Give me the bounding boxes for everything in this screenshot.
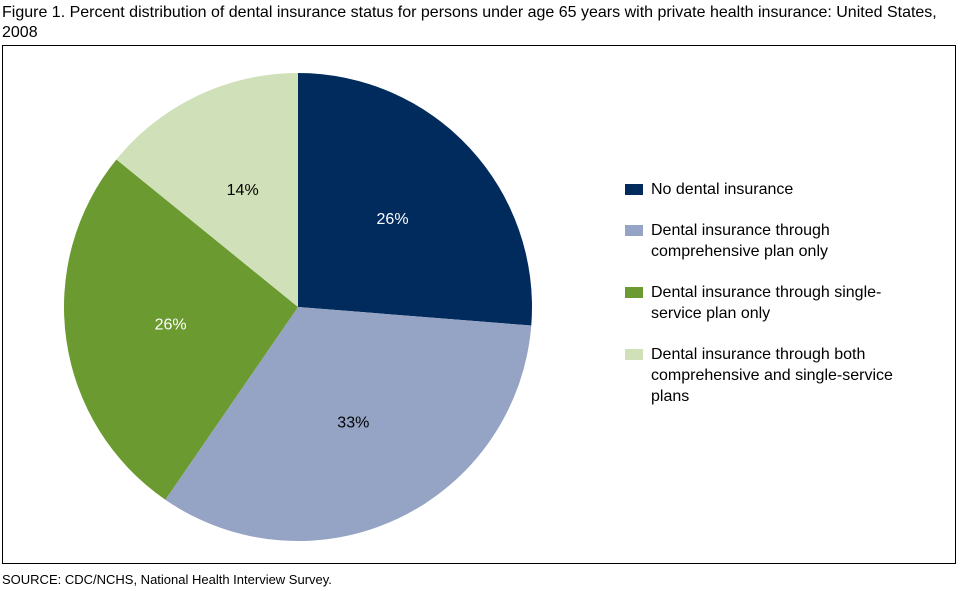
legend-item: Dental insurance through single-service …	[625, 282, 895, 324]
legend-label: Dental insurance through both comprehens…	[651, 346, 893, 405]
legend: No dental insurance Dental insurance thro…	[625, 179, 895, 427]
legend-item: Dental insurance through comprehensive p…	[625, 220, 895, 262]
pie-slice	[298, 73, 532, 326]
legend-item: Dental insurance through both comprehens…	[625, 344, 895, 407]
slice-label: 33%	[337, 414, 369, 431]
legend-swatch	[625, 349, 643, 360]
slice-label: 26%	[155, 317, 187, 334]
pie-slice	[116, 73, 298, 307]
pie-slice	[165, 307, 532, 541]
source-note: SOURCE: CDC/NCHS, National Health Interv…	[2, 572, 332, 587]
legend-item: No dental insurance	[625, 179, 895, 200]
slice-label: 14%	[227, 182, 259, 199]
legend-swatch	[625, 225, 643, 236]
pie-slice	[63, 159, 298, 500]
legend-label: Dental insurance through single-service …	[651, 284, 882, 322]
chart-title: Figure 1. Percent distribution of dental…	[2, 4, 937, 41]
legend-label: No dental insurance	[651, 181, 794, 198]
legend-swatch	[625, 287, 643, 298]
slice-label: 26%	[377, 211, 409, 228]
legend-label: Dental insurance through comprehensive p…	[651, 222, 830, 260]
chart-frame	[2, 45, 956, 564]
legend-swatch	[625, 184, 643, 195]
